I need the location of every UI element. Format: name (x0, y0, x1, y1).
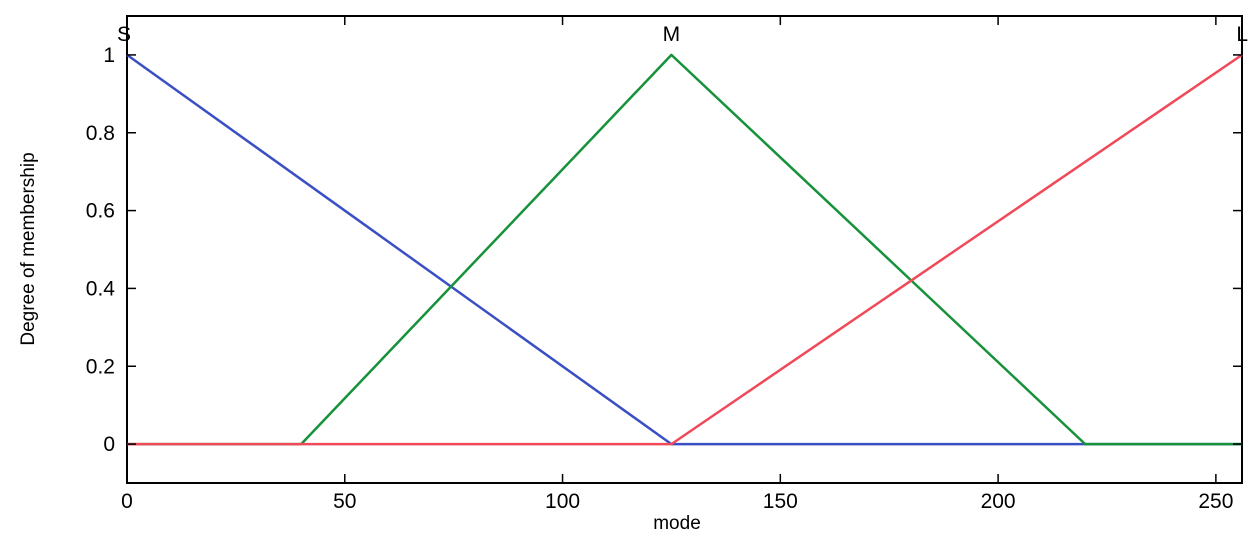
x-axis-title: mode (653, 513, 701, 534)
y-axis-title: Degree of membership (18, 152, 39, 345)
plot-area (126, 15, 1243, 484)
x-ticks: 0 50 100 150 200 250 (121, 16, 1233, 513)
x-tick-label: 0 (121, 490, 133, 513)
x-tick-label: 250 (1198, 490, 1233, 513)
x-tick-label: 100 (545, 490, 580, 513)
series-layer (126, 53, 1243, 446)
y-tick-label: 0.4 (86, 277, 116, 300)
y-tick-label: 0.6 (86, 200, 115, 223)
y-tick-label: 1 (103, 44, 115, 67)
x-tick-label: 150 (763, 490, 798, 513)
y-ticks: 0 0.2 0.4 0.6 0.8 1 (86, 44, 1242, 456)
x-tick-label: 200 (981, 490, 1016, 513)
y-tick-label: 0.8 (86, 122, 115, 145)
y-tick-label: 0 (103, 433, 115, 456)
mf-label-s: S (117, 23, 131, 46)
x-tick-label: 50 (333, 490, 356, 513)
mf-label-m: M (663, 23, 681, 46)
mf-label-l: L (1236, 23, 1248, 46)
series-line-l (127, 53, 1243, 446)
y-tick-label: 0.2 (86, 355, 115, 378)
